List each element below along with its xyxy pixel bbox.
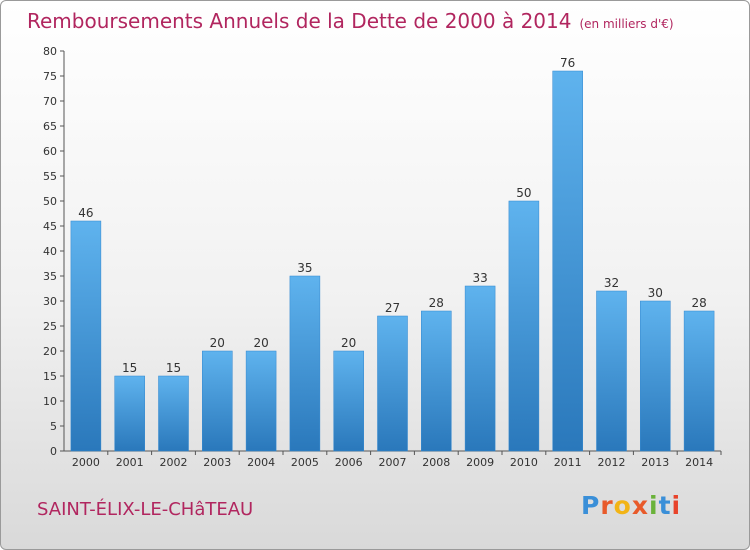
x-tick-label: 2008	[422, 456, 450, 469]
logo-letter: o	[613, 491, 632, 520]
bar-value-label: 20	[341, 336, 356, 350]
proxiti-logo[interactable]: Proxiti	[581, 491, 681, 520]
y-tick-label: 65	[43, 120, 57, 133]
bar-value-label: 76	[560, 56, 575, 70]
bar	[158, 375, 189, 452]
bar	[114, 375, 145, 452]
bar-value-label: 28	[429, 296, 444, 310]
bar-value-label: 28	[691, 296, 706, 310]
bar-value-label: 35	[297, 261, 312, 275]
bar-value-label: 50	[516, 186, 531, 200]
bar	[464, 285, 496, 452]
y-tick-label: 70	[43, 95, 57, 108]
x-tick-label: 2010	[510, 456, 538, 469]
bar	[245, 350, 277, 452]
chart-title: Remboursements Annuels de la Dette de 20…	[27, 9, 674, 33]
bar	[508, 200, 540, 452]
x-tick-label: 2006	[335, 456, 363, 469]
x-tick-label: 2005	[291, 456, 319, 469]
bar	[70, 220, 102, 452]
bar-value-label: 15	[166, 361, 181, 375]
bar	[202, 350, 233, 452]
bar-value-label: 33	[472, 271, 487, 285]
x-tick-label: 2002	[160, 456, 188, 469]
y-tick-label: 35	[43, 270, 57, 283]
bar	[333, 350, 364, 452]
bar-value-label: 20	[210, 336, 225, 350]
bar-value-label: 46	[78, 206, 93, 220]
x-tick-label: 2011	[554, 456, 582, 469]
x-tick-label: 2003	[203, 456, 231, 469]
bar-value-label: 20	[253, 336, 268, 350]
y-tick-label: 80	[43, 45, 57, 58]
y-tick-label: 60	[43, 145, 57, 158]
y-tick-label: 55	[43, 170, 57, 183]
bar	[552, 70, 583, 452]
y-tick-label: 30	[43, 295, 57, 308]
chart-title-text: Remboursements Annuels de la Dette de 20…	[27, 9, 572, 33]
commune-name: SAINT-ÉLIX-LE-CHâTEAU	[37, 499, 254, 520]
logo-letter: i	[649, 491, 659, 520]
x-tick-label: 2000	[72, 456, 100, 469]
bar-value-label: 15	[122, 361, 137, 375]
bar	[683, 310, 715, 452]
x-tick-label: 2004	[247, 456, 275, 469]
y-tick-label: 75	[43, 70, 57, 83]
x-tick-label: 2007	[379, 456, 407, 469]
chart-unit: (en milliers d'€)	[579, 17, 674, 31]
bar	[640, 300, 671, 452]
y-tick-label: 0	[50, 445, 57, 458]
y-tick-label: 15	[43, 370, 57, 383]
y-tick-label: 20	[43, 345, 57, 358]
logo-letter: x	[631, 491, 649, 520]
bar-value-label: 27	[385, 301, 400, 315]
y-tick-label: 5	[50, 420, 57, 433]
y-tick-label: 40	[43, 245, 57, 258]
bar	[421, 310, 452, 452]
y-tick-label: 45	[43, 220, 57, 233]
logo-letter: t	[658, 491, 672, 520]
x-tick-label: 2012	[598, 456, 626, 469]
x-tick-label: 2014	[685, 456, 713, 469]
logo-letter: i	[671, 491, 682, 520]
logo-letter: r	[600, 491, 614, 520]
x-tick-label: 2013	[641, 456, 669, 469]
logo-letter: P	[581, 491, 601, 520]
bar	[596, 290, 627, 452]
bar	[289, 275, 321, 452]
bar-value-label: 32	[604, 276, 619, 290]
bar-value-label: 30	[648, 286, 663, 300]
x-tick-label: 2001	[116, 456, 144, 469]
y-tick-label: 10	[43, 395, 57, 408]
bar	[377, 315, 408, 452]
y-tick-label: 50	[43, 195, 57, 208]
x-tick-label: 2009	[466, 456, 494, 469]
y-tick-label: 25	[43, 320, 57, 333]
